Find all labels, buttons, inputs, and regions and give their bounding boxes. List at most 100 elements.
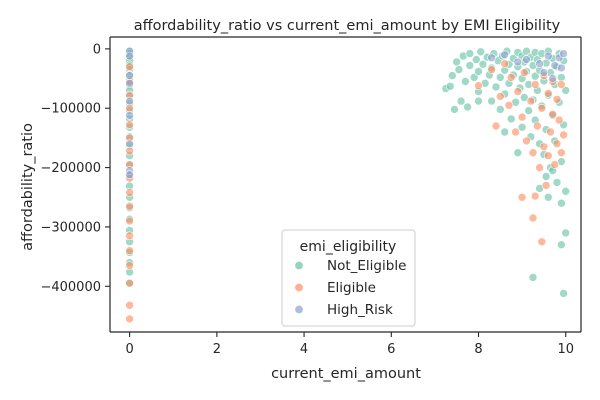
data-point-not-eligible [469,73,479,82]
x-tick-label: 8 [474,342,482,357]
data-point-not-eligible [491,82,501,92]
data-point-eligible [125,188,134,197]
data-point-not-eligible [552,178,562,187]
data-point-eligible [125,278,134,288]
y-tick-label: −100000 [40,102,101,117]
data-point-high-risk [500,50,510,60]
y-tick-label: −200000 [40,161,101,176]
data-point-high-risk [557,63,566,73]
data-point-eligible [125,216,134,226]
data-point-not-eligible [528,273,538,282]
data-point-eligible [519,68,529,77]
data-point-not-eligible [454,65,464,74]
data-point-not-eligible [450,105,459,114]
data-point-not-eligible [474,96,483,106]
data-point-not-eligible [471,55,481,64]
data-point-not-eligible [500,127,510,137]
data-point-eligible [500,59,510,69]
data-point-eligible [487,65,496,74]
data-point-eligible [535,163,544,172]
x-tick-label: 0 [125,342,133,357]
data-point-high-risk [535,59,544,69]
data-point-not-eligible [478,60,488,69]
data-point-eligible [552,139,562,149]
data-point-not-eligible [557,240,566,249]
legend-label-high-risk: High_Risk [327,302,393,318]
data-point-not-eligible [519,93,529,102]
data-point-not-eligible [463,102,472,112]
data-point-eligible [511,127,520,137]
data-point-not-eligible [561,187,571,196]
data-point-eligible [125,62,134,71]
data-point-eligible [495,92,505,101]
legend: emi_eligibility Not_Eligible Eligible High… [281,229,416,327]
data-point-not-eligible [495,105,505,114]
data-point-high-risk [543,51,553,61]
data-point-high-risk [125,79,134,88]
y-tick-label: 0 [93,42,101,57]
data-point-not-eligible [456,96,466,106]
y-ticks: 0 −100000 −200000 −300000 −400000 [40,42,110,295]
data-point-not-eligible [447,71,457,80]
data-point-eligible [528,148,538,157]
data-point-eligible [543,89,553,98]
data-point-not-eligible [530,71,540,81]
data-point-eligible [125,201,134,211]
data-point-high-risk [559,49,568,58]
legend-marker-not-eligible [294,260,304,270]
data-point-not-eligible [445,82,455,91]
data-point-eligible [517,112,527,122]
data-point-eligible [474,81,483,90]
legend-title: emi_eligibility [300,239,397,255]
data-point-eligible [504,101,514,110]
data-point-high-risk [487,53,496,63]
data-point-eligible [543,151,553,160]
data-point-eligible [557,148,566,157]
data-point-not-eligible [543,193,553,202]
data-point-not-eligible [541,172,551,181]
data-point-eligible [517,193,527,202]
data-point-eligible [125,231,134,241]
data-point-eligible [125,246,134,255]
data-point-high-risk [548,74,558,83]
data-point-not-eligible [465,49,475,58]
data-point-eligible [125,261,134,270]
data-point-not-eligible [474,67,483,76]
data-point-eligible [506,73,516,82]
data-point-eligible [541,181,551,190]
data-point-not-eligible [487,96,496,106]
chart-title: affordability_ratio vs current_emi_amoun… [134,18,561,34]
legend-box [281,229,416,327]
data-point-not-eligible [522,46,531,56]
data-point-not-eligible [452,57,462,67]
data-point-not-eligible [513,148,523,157]
data-point-high-risk [125,96,134,106]
legend-marker-high-risk [294,304,304,314]
data-point-not-eligible [506,114,516,124]
data-point-high-risk [522,55,531,64]
data-point-eligible [125,146,134,156]
data-point-eligible [548,109,558,119]
data-point-eligible [537,237,547,247]
data-point-eligible [528,213,538,223]
data-point-eligible [522,136,531,146]
data-point-eligible [557,80,566,89]
data-point-eligible [526,96,536,106]
data-point-eligible [554,115,564,125]
data-point-high-risk [513,57,523,67]
data-point-high-risk [125,111,134,120]
data-point-eligible [125,300,134,310]
y-tick-label: −400000 [40,280,101,295]
data-point-high-risk [125,51,134,61]
data-point-not-eligible [524,106,534,115]
data-point-not-eligible [517,122,527,132]
data-point-eligible [530,80,540,89]
data-point-eligible [125,314,134,324]
x-tick-label: 2 [213,342,221,357]
data-point-not-eligible [557,198,566,208]
x-tick-label: 10 [557,342,574,357]
data-point-not-eligible [495,73,505,82]
data-point-eligible [513,87,523,96]
x-tick-label: 6 [387,342,395,357]
